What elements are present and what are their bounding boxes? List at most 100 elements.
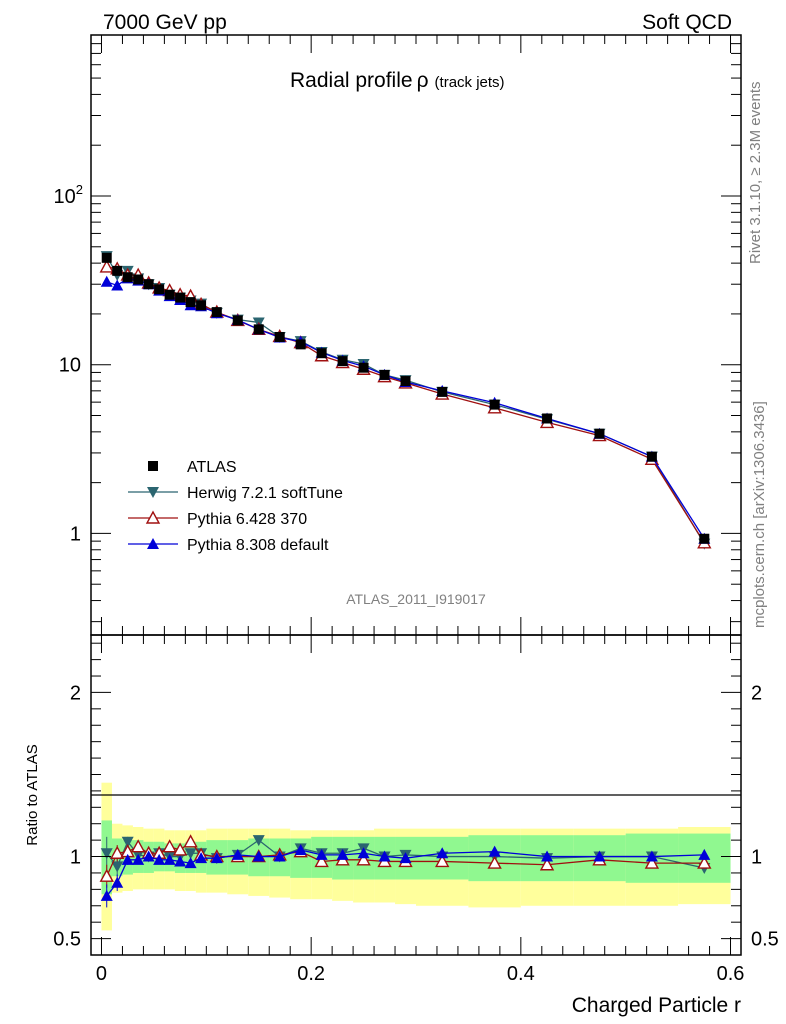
ratio-point <box>99 868 114 882</box>
main-point <box>211 307 222 318</box>
main-point <box>143 279 154 290</box>
main-ytick-label: 102 <box>54 182 83 208</box>
legend-entry-1: Herwig 7.2.1 softTune <box>128 485 343 502</box>
ratio-ytick-label-right: 2 <box>751 682 762 704</box>
main-point <box>542 413 553 424</box>
main-point <box>437 386 448 397</box>
main-point <box>111 279 124 291</box>
ratio-point <box>357 847 370 859</box>
legend-entry-2: Pythia 6.428 370 <box>128 510 307 528</box>
ratio-point <box>336 848 349 860</box>
ratio-point <box>645 850 658 862</box>
main-point <box>164 289 175 300</box>
x-tick-label: 0.2 <box>297 963 325 985</box>
ratio-ytick-label: 2 <box>70 682 81 704</box>
main-point <box>295 339 306 350</box>
main-point <box>316 348 327 359</box>
mcplots-label: mcplots.cern.ch [arXiv:1306.3436] <box>751 401 768 628</box>
ratio-point <box>399 852 412 864</box>
ratio-point <box>593 850 606 862</box>
header-right: Soft QCD <box>642 11 732 34</box>
ratio-frame <box>90 634 742 956</box>
main-ytick-label: 10 <box>59 355 81 377</box>
main-series-3 <box>100 272 711 544</box>
ratio-ytick-label-right: 0.5 <box>751 929 779 951</box>
ratio-point <box>210 852 223 864</box>
main-series-0 <box>101 252 710 544</box>
legend-marker <box>148 461 158 471</box>
legend-marker <box>145 510 161 524</box>
main-point <box>185 297 196 308</box>
ratio-point <box>183 834 198 848</box>
main-point <box>594 428 605 439</box>
ratio-ylabel: Ratio to ATLAS <box>24 744 41 845</box>
main-point <box>358 362 369 373</box>
ratio-point <box>488 845 501 857</box>
ratio-series-2 <box>100 843 711 908</box>
main-point <box>175 292 186 303</box>
legend-marker <box>147 538 159 549</box>
analysis-id: ATLAS_2011_I919017 <box>346 591 486 607</box>
ratio-ytick-label: 0.5 <box>53 929 81 951</box>
ratio-point <box>100 889 113 901</box>
main-point <box>133 274 144 285</box>
ratio-point <box>110 845 125 859</box>
main-point <box>379 369 390 380</box>
legend-marker <box>147 487 159 498</box>
legend-label: Pythia 6.428 370 <box>187 511 307 528</box>
ratio-ytick-label: 1 <box>70 847 81 869</box>
legend-entry-3: Pythia 8.308 default <box>128 537 329 554</box>
ratio-point <box>100 848 113 860</box>
ratio-point <box>174 855 187 867</box>
ratio-point <box>111 861 124 873</box>
main-point <box>232 315 243 326</box>
ratio-point <box>314 853 329 868</box>
main-point <box>337 356 348 367</box>
main-ytick-label: 1 <box>70 523 81 545</box>
main-point <box>99 259 114 273</box>
ratio-point <box>121 836 134 848</box>
ratio-point <box>252 850 265 862</box>
main-point <box>699 533 710 544</box>
ratio-point <box>273 850 286 862</box>
ratio-point <box>111 876 124 888</box>
main-point <box>400 376 411 387</box>
ratio-point <box>252 835 265 847</box>
ratio-band-inner <box>290 838 312 878</box>
ratio-point <box>436 847 449 859</box>
ratio-point <box>163 853 176 865</box>
ratio-point <box>294 843 307 855</box>
ratio-point <box>184 857 197 869</box>
x-tick-label: 0 <box>96 963 107 985</box>
ratio-ytick-label-right: 1 <box>751 847 762 869</box>
ratio-point <box>184 848 197 860</box>
header-left: 7000 GeV pp <box>103 11 227 34</box>
main-point <box>646 451 657 462</box>
ratio-point <box>231 848 244 860</box>
main-point <box>100 275 113 287</box>
main-point <box>274 331 285 342</box>
x-tick-label: 0.4 <box>507 963 535 985</box>
ratio-point <box>132 853 145 865</box>
ratio-point <box>356 852 371 866</box>
ratio-point <box>142 850 155 862</box>
ratio-point <box>315 848 328 860</box>
x-axis-label: Charged Particle r <box>572 994 741 1017</box>
rivet-label: Rivet 3.1.10, ≥ 2.3M events <box>747 82 764 265</box>
ratio-point <box>195 852 208 864</box>
ratio-point <box>697 855 712 869</box>
legend-label: Herwig 7.2.1 softTune <box>187 485 343 502</box>
ratio-point <box>698 848 711 860</box>
ratio-point <box>541 850 554 862</box>
main-panel: 1 10 102 Radial profile ρ (track jets) ATLAS… <box>54 34 742 636</box>
main-point <box>253 324 264 335</box>
plot-title: Radial profile ρ (track jets) <box>290 69 505 92</box>
legend-label: Pythia 8.308 default <box>187 537 329 554</box>
main-point <box>122 272 133 283</box>
x-tick-label: 0.6 <box>717 963 745 985</box>
ratio-point <box>378 850 391 862</box>
main-point <box>101 252 112 263</box>
main-point <box>154 284 165 295</box>
ratio-point <box>121 853 134 865</box>
